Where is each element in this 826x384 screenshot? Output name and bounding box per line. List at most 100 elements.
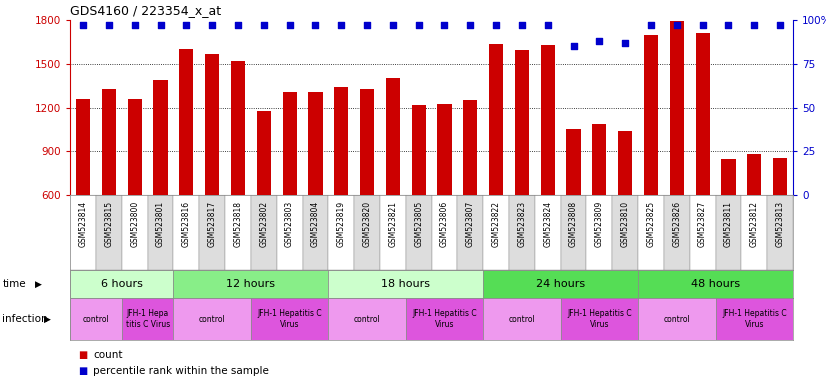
Bar [128, 99, 142, 195]
Bar [70, 298, 122, 340]
Text: 18 hours: 18 hours [382, 279, 430, 289]
Text: percentile rank within the sample: percentile rank within the sample [93, 366, 269, 376]
Bar [618, 131, 632, 195]
Bar [406, 195, 431, 270]
Point [335, 22, 348, 28]
Bar [380, 195, 406, 270]
Text: 6 hours: 6 hours [101, 279, 143, 289]
Bar [670, 22, 684, 195]
Text: GSM523822: GSM523822 [491, 201, 501, 247]
Bar [638, 270, 793, 298]
Bar [773, 158, 787, 195]
Bar [438, 104, 452, 195]
Bar [515, 50, 529, 195]
Bar [277, 195, 302, 270]
Bar [695, 33, 710, 195]
Text: ▶: ▶ [35, 280, 41, 288]
Bar [96, 195, 122, 270]
Bar [411, 104, 425, 195]
Text: count: count [93, 350, 123, 360]
Bar [541, 45, 555, 195]
Bar [328, 195, 354, 270]
Bar [225, 195, 251, 270]
Point [283, 22, 297, 28]
Point [748, 22, 761, 28]
Point [180, 22, 193, 28]
Point [387, 22, 400, 28]
Bar [335, 87, 349, 195]
Text: ■: ■ [78, 366, 88, 376]
Bar [489, 44, 503, 195]
Bar [70, 195, 96, 270]
Text: GSM523824: GSM523824 [544, 201, 553, 247]
Point [490, 22, 503, 28]
Bar [199, 195, 225, 270]
Text: GSM523803: GSM523803 [285, 201, 294, 247]
Bar [483, 270, 638, 298]
Bar [231, 61, 245, 195]
Bar [535, 195, 561, 270]
Text: GSM523818: GSM523818 [234, 201, 243, 247]
Text: JFH-1 Hepatitis C
Virus: JFH-1 Hepatitis C Virus [412, 309, 477, 329]
Text: GDS4160 / 223354_x_at: GDS4160 / 223354_x_at [70, 5, 221, 17]
Text: GSM523825: GSM523825 [647, 201, 656, 247]
Bar [205, 53, 219, 195]
Bar [458, 195, 483, 270]
Bar [308, 92, 322, 195]
Point [77, 22, 90, 28]
Bar [354, 195, 380, 270]
Bar [690, 195, 715, 270]
Point [644, 22, 657, 28]
Point [128, 22, 141, 28]
Bar [154, 80, 168, 195]
Text: time: time [2, 279, 26, 289]
Bar [592, 124, 606, 195]
Text: GSM523805: GSM523805 [414, 201, 423, 247]
Text: GSM523813: GSM523813 [776, 201, 785, 247]
Text: GSM523800: GSM523800 [131, 201, 140, 247]
Bar [102, 89, 116, 195]
Text: GSM523815: GSM523815 [104, 201, 113, 247]
Text: GSM523806: GSM523806 [440, 201, 449, 247]
Point [360, 22, 373, 28]
Text: GSM523807: GSM523807 [466, 201, 475, 247]
Bar [122, 298, 173, 340]
Text: control: control [663, 314, 691, 323]
Bar [406, 298, 483, 340]
Bar [741, 195, 767, 270]
Point [619, 40, 632, 46]
Bar [431, 195, 458, 270]
Bar [463, 100, 477, 195]
Bar [173, 270, 328, 298]
Bar [715, 298, 793, 340]
Bar [644, 35, 658, 195]
Text: GSM523814: GSM523814 [78, 201, 88, 247]
Bar [664, 195, 690, 270]
Point [593, 38, 606, 44]
Text: GSM523804: GSM523804 [311, 201, 320, 247]
Text: GSM523802: GSM523802 [259, 201, 268, 247]
Bar [179, 49, 193, 195]
Text: GSM523823: GSM523823 [517, 201, 526, 247]
Text: JFH-1 Hepatitis C
Virus: JFH-1 Hepatitis C Virus [567, 309, 632, 329]
Bar [612, 195, 638, 270]
Point [206, 22, 219, 28]
Bar [715, 195, 741, 270]
Text: control: control [509, 314, 535, 323]
Point [541, 22, 554, 28]
Bar [360, 89, 374, 195]
Bar [302, 195, 328, 270]
Text: GSM523808: GSM523808 [569, 201, 578, 247]
Bar [483, 195, 509, 270]
Point [412, 22, 425, 28]
Bar [328, 298, 406, 340]
Point [257, 22, 270, 28]
Bar [748, 154, 762, 195]
Bar [483, 298, 561, 340]
Text: ▶: ▶ [44, 314, 50, 323]
Text: ■: ■ [78, 350, 88, 360]
Text: GSM523821: GSM523821 [388, 201, 397, 247]
Text: JFH-1 Hepa
titis C Virus: JFH-1 Hepa titis C Virus [126, 309, 170, 329]
Bar [173, 298, 251, 340]
Text: infection: infection [2, 314, 48, 324]
